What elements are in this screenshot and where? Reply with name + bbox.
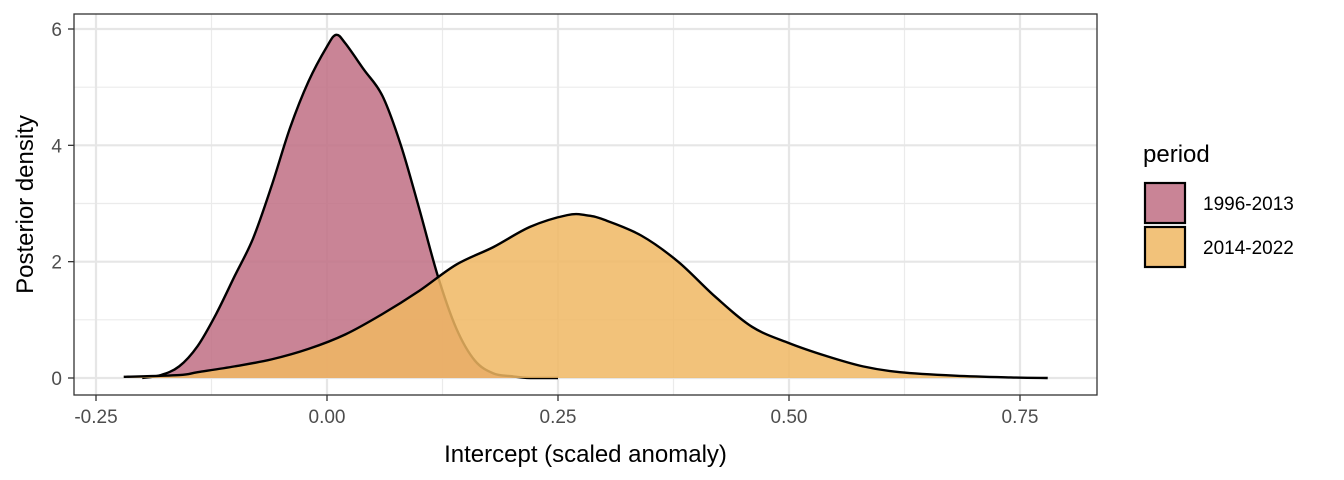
legend-key-series-2 [1143, 225, 1187, 269]
density-area-series-1 [142, 34, 558, 379]
density-line-series-2 [123, 212, 1048, 380]
y-axis-title: Posterior density [12, 115, 39, 294]
legend-label-series-2: 2014-2022 [1203, 238, 1294, 259]
x-tick-label: 0.00 [309, 407, 346, 428]
y-tick-label: 2 [51, 253, 62, 274]
y-tick-label: 4 [51, 136, 62, 157]
x-tick-label: 0.50 [771, 407, 808, 428]
x-tick-label: -0.25 [74, 407, 117, 428]
x-tick-label: 0.75 [1002, 407, 1039, 428]
density-area-series-2 [123, 214, 1048, 378]
x-axis-title: Intercept (scaled anomaly) [444, 441, 727, 468]
y-tick-label: 0 [51, 369, 62, 390]
legend-title: period [1143, 141, 1210, 168]
x-tick-label: 0.25 [540, 407, 577, 428]
y-tick-label: 6 [51, 20, 62, 41]
legend-label-series-1: 1996-2013 [1203, 194, 1294, 215]
legend-key-series-1 [1143, 181, 1187, 225]
plot-border [73, 13, 1098, 396]
